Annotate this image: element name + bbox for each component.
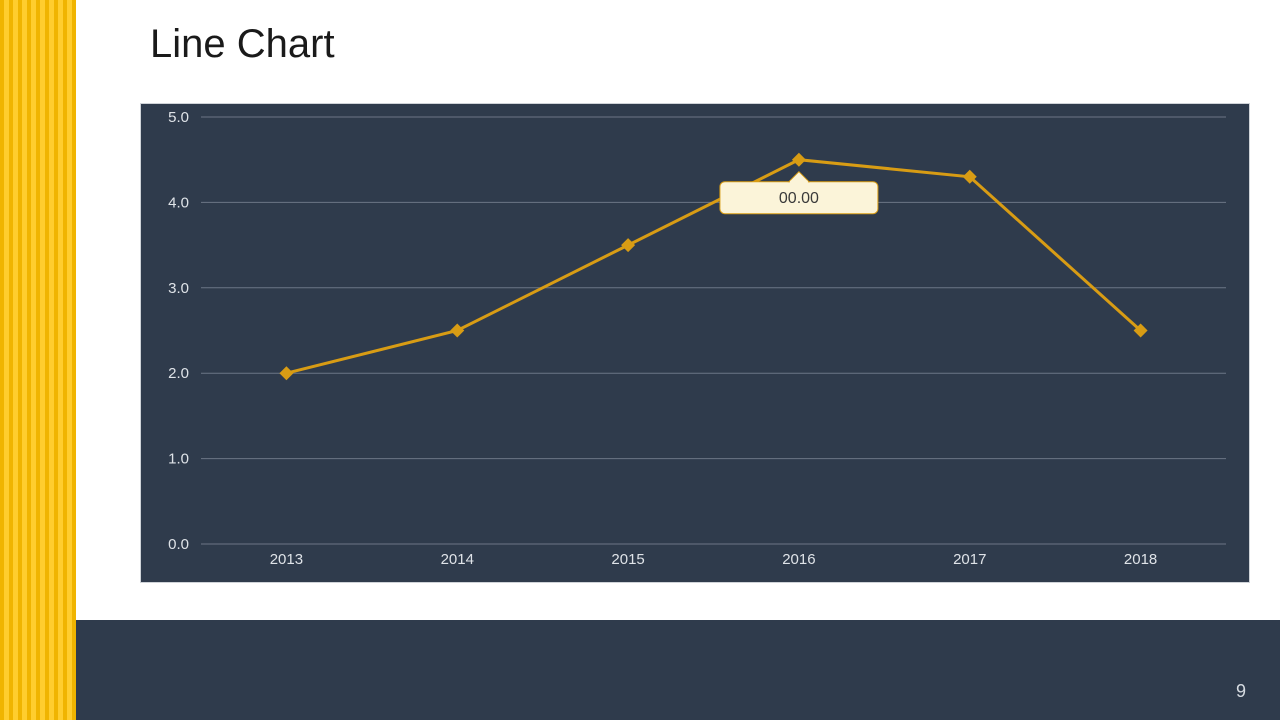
svg-text:2014: 2014	[441, 551, 474, 568]
svg-text:2018: 2018	[1124, 551, 1157, 568]
line-chart: 0.0 1.0 2.0 3.0 4.0 5.0 2013 2014 2015 2016 2017 20…	[140, 103, 1250, 583]
svg-text:2016: 2016	[782, 551, 815, 568]
svg-text:1.0: 1.0	[168, 451, 189, 468]
svg-text:2017: 2017	[953, 551, 986, 568]
left-accent-stripe	[0, 0, 76, 720]
page-number: 9	[1236, 681, 1246, 702]
line-chart-svg: 0.0 1.0 2.0 3.0 4.0 5.0 2013 2014 2015 2016 2017 20…	[141, 104, 1249, 582]
svg-text:5.0: 5.0	[168, 109, 189, 126]
svg-text:3.0: 3.0	[168, 280, 189, 297]
svg-text:2013: 2013	[270, 551, 303, 568]
svg-text:4.0: 4.0	[168, 194, 189, 211]
svg-text:0.0: 0.0	[168, 536, 189, 553]
page-title: Line Chart	[150, 22, 335, 67]
bottom-bar: 9	[76, 620, 1280, 720]
slide: Line Chart 0.0 1.0 2.0 3.0 4.0 5.0 2013 2014 201…	[0, 0, 1280, 720]
svg-text:2015: 2015	[611, 551, 644, 568]
svg-text:2.0: 2.0	[168, 365, 189, 382]
svg-text:00.00: 00.00	[779, 190, 819, 207]
